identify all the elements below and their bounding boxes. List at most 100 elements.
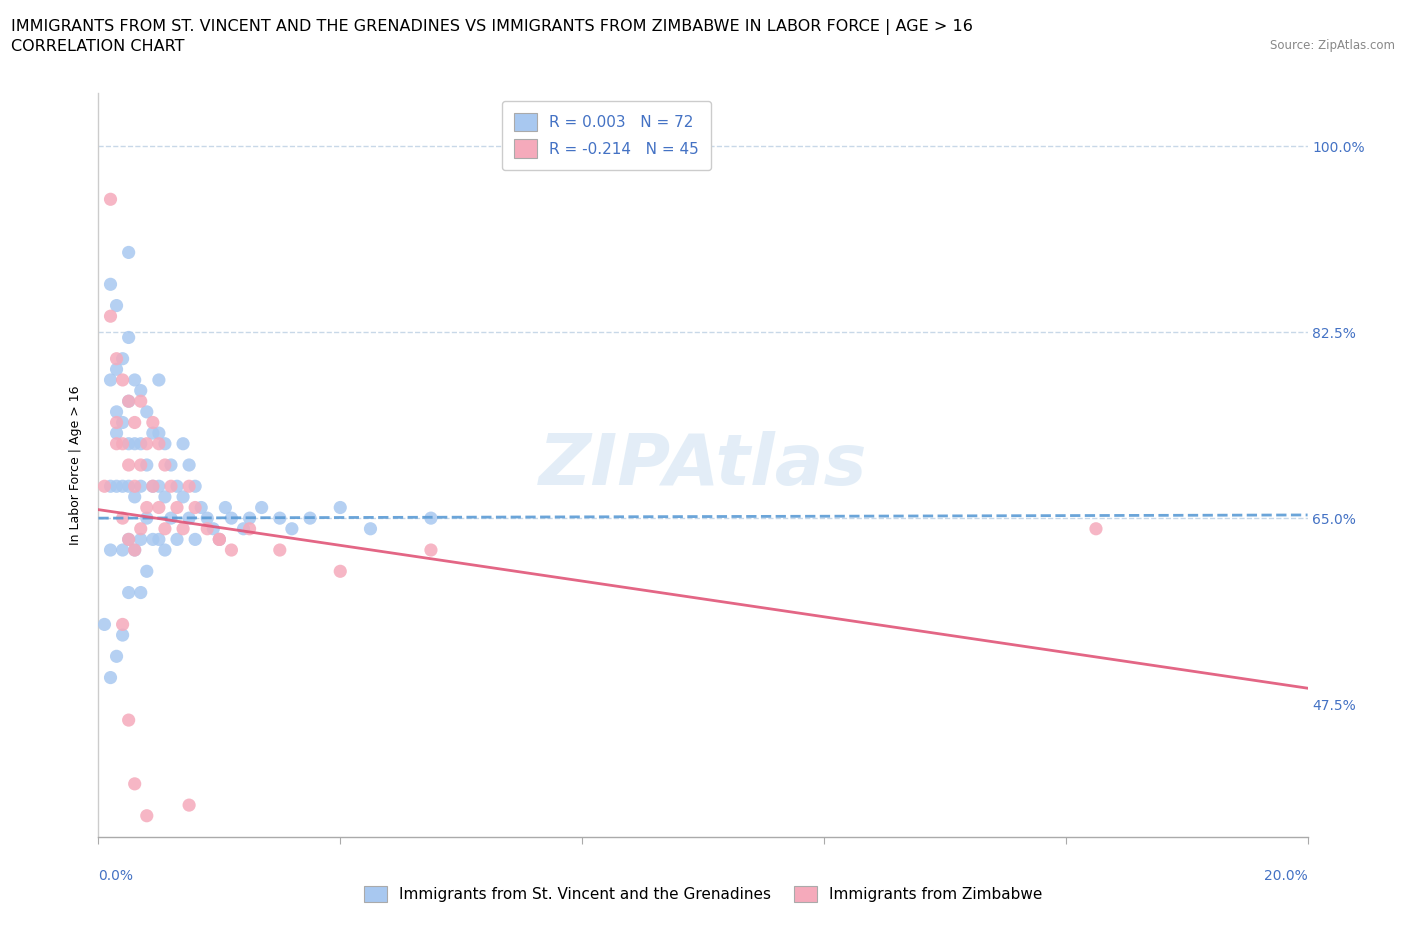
Point [135, 500, 157, 515]
Point [166, 479, 188, 494]
Point [179, 798, 201, 813]
Point [100, 277, 122, 292]
Point [148, 373, 170, 388]
Point [118, 436, 141, 451]
Point [1085, 522, 1108, 537]
Point [129, 585, 152, 600]
Point [124, 489, 146, 504]
Point [153, 458, 176, 472]
Legend: R = 0.003   N = 72, R = -0.214   N = 45: R = 0.003 N = 72, R = -0.214 N = 45 [502, 100, 711, 170]
Point [153, 489, 176, 504]
Legend: Immigrants from St. Vincent and the Grenadines, Immigrants from Zimbabwe: Immigrants from St. Vincent and the Gren… [357, 880, 1049, 909]
Point [118, 330, 141, 345]
Point [129, 383, 152, 398]
Point [135, 405, 157, 419]
Point [111, 415, 134, 430]
Point [129, 532, 152, 547]
Point [166, 532, 188, 547]
Point [214, 500, 236, 515]
Point [129, 436, 152, 451]
Point [142, 479, 165, 494]
Point [190, 500, 212, 515]
Point [239, 522, 262, 537]
Point [129, 458, 152, 472]
Point [111, 628, 134, 643]
Point [111, 373, 134, 388]
Point [179, 458, 201, 472]
Point [100, 542, 122, 557]
Point [124, 479, 146, 494]
Point [269, 511, 291, 525]
Point [172, 489, 194, 504]
Point [184, 500, 207, 515]
Point [329, 500, 352, 515]
Point [124, 436, 146, 451]
Point [142, 415, 165, 430]
Point [208, 532, 231, 547]
Text: ZIPAtlas: ZIPAtlas [538, 431, 868, 499]
Point [105, 649, 128, 664]
Point [105, 362, 128, 377]
Point [111, 352, 134, 366]
Point [118, 585, 141, 600]
Point [142, 426, 165, 441]
Point [179, 479, 201, 494]
Point [208, 532, 231, 547]
Point [118, 532, 141, 547]
Point [250, 500, 273, 515]
Point [148, 426, 170, 441]
Point [111, 542, 134, 557]
Point [232, 522, 254, 537]
Point [148, 436, 170, 451]
Point [129, 522, 152, 537]
Point [160, 458, 183, 472]
Point [360, 522, 382, 537]
Point [172, 522, 194, 537]
Point [105, 415, 128, 430]
Point [135, 458, 157, 472]
Y-axis label: In Labor Force | Age > 16: In Labor Force | Age > 16 [69, 385, 83, 545]
Point [100, 192, 122, 206]
Point [124, 777, 146, 791]
Point [135, 808, 157, 823]
Point [118, 393, 141, 408]
Point [111, 479, 134, 494]
Point [105, 436, 128, 451]
Point [148, 532, 170, 547]
Point [281, 522, 304, 537]
Point [160, 479, 183, 494]
Point [221, 542, 243, 557]
Point [124, 542, 146, 557]
Point [118, 245, 141, 259]
Point [100, 309, 122, 324]
Text: 0.0%: 0.0% [98, 869, 134, 883]
Point [105, 352, 128, 366]
Point [105, 299, 128, 313]
Point [142, 532, 165, 547]
Point [166, 500, 188, 515]
Point [111, 617, 134, 631]
Point [118, 458, 141, 472]
Point [208, 532, 231, 547]
Point [118, 393, 141, 408]
Point [100, 671, 122, 685]
Point [160, 511, 183, 525]
Point [118, 712, 141, 727]
Point [153, 522, 176, 537]
Point [105, 426, 128, 441]
Point [329, 564, 352, 578]
Point [153, 542, 176, 557]
Point [239, 511, 262, 525]
Point [195, 522, 218, 537]
Point [184, 479, 207, 494]
Point [111, 511, 134, 525]
Point [172, 436, 194, 451]
Point [105, 479, 128, 494]
Point [420, 511, 443, 525]
Point [184, 532, 207, 547]
Point [195, 511, 218, 525]
Point [142, 479, 165, 494]
Point [153, 436, 176, 451]
Point [179, 511, 201, 525]
Point [124, 542, 146, 557]
